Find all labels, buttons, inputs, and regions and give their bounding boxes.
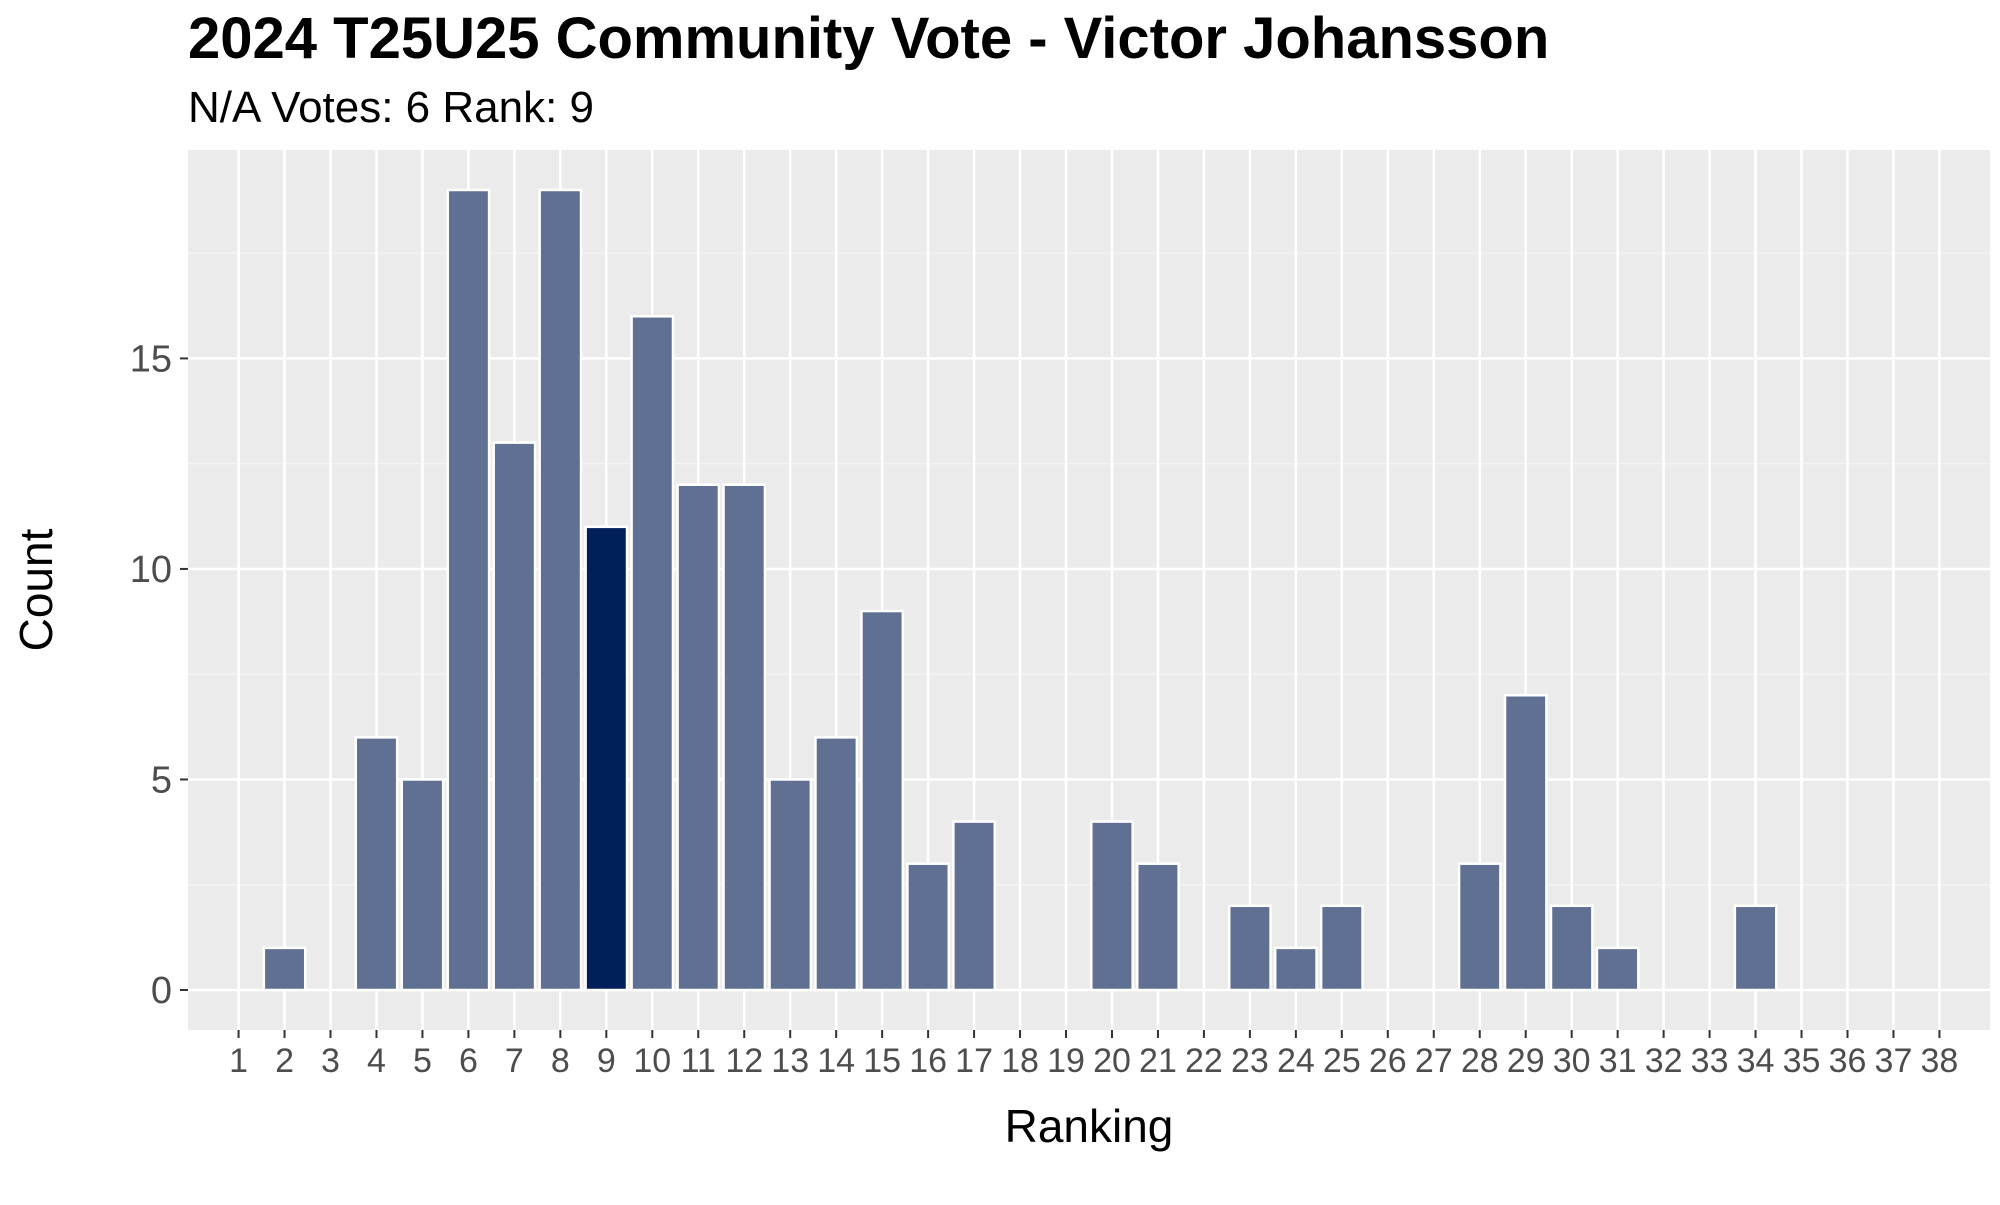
bar-30 xyxy=(1549,904,1594,992)
x-tick-label: 26 xyxy=(1369,1042,1407,1080)
x-tick-label: 15 xyxy=(863,1042,901,1080)
x-tick-label: 4 xyxy=(367,1042,386,1080)
bar-25 xyxy=(1319,904,1364,992)
bar-21 xyxy=(1136,862,1180,992)
y-tick-label: 0 xyxy=(151,970,172,1012)
x-tick-label: 20 xyxy=(1093,1042,1131,1080)
bar-15 xyxy=(860,609,905,992)
x-tick-label: 9 xyxy=(597,1042,616,1080)
y-tick-label: 10 xyxy=(130,549,172,591)
bar-8 xyxy=(538,188,583,992)
bar-6 xyxy=(446,188,491,992)
x-tick-label: 25 xyxy=(1323,1042,1361,1080)
x-tick-label: 12 xyxy=(725,1042,763,1080)
x-tick-label: 27 xyxy=(1415,1042,1453,1080)
x-tick-label: 2 xyxy=(275,1042,294,1080)
x-tick-label: 5 xyxy=(413,1042,432,1080)
bar-20 xyxy=(1090,820,1134,992)
x-tick-label: 34 xyxy=(1737,1042,1775,1080)
bar-23 xyxy=(1227,904,1272,992)
x-tick-label: 33 xyxy=(1691,1042,1729,1080)
y-axis-title: Count xyxy=(10,528,62,651)
x-tick-label: 36 xyxy=(1829,1042,1867,1080)
bar-29 xyxy=(1503,694,1548,992)
bar-34 xyxy=(1733,904,1778,992)
x-tick-label: 38 xyxy=(1921,1042,1959,1080)
x-tick-label: 28 xyxy=(1461,1042,1499,1080)
x-tick-label: 29 xyxy=(1507,1042,1545,1080)
bars xyxy=(262,188,1778,992)
bar-11 xyxy=(676,483,721,992)
chart-title: 2024 T25U25 Community Vote - Victor Joha… xyxy=(188,6,1549,71)
bar-5 xyxy=(400,778,445,992)
bar-13 xyxy=(768,778,813,992)
bar-12 xyxy=(722,483,767,992)
x-tick-label: 6 xyxy=(459,1042,478,1080)
bar-9 xyxy=(584,525,629,992)
x-tick-label: 18 xyxy=(1001,1042,1039,1080)
y-tick-label: 15 xyxy=(130,338,172,380)
x-tick-label: 16 xyxy=(909,1042,947,1080)
x-tick-label: 10 xyxy=(633,1042,671,1080)
x-tick-label: 24 xyxy=(1277,1042,1315,1080)
x-tick-label: 7 xyxy=(505,1042,524,1080)
x-tick-label: 31 xyxy=(1599,1042,1637,1080)
x-tick-label: 11 xyxy=(681,1042,716,1080)
x-tick-label: 3 xyxy=(321,1042,340,1080)
bar-7 xyxy=(492,441,537,992)
y-axis-ticks: 0 5 10 15 xyxy=(130,338,188,1012)
bar-28 xyxy=(1457,862,1502,992)
x-tick-label: 23 xyxy=(1231,1042,1269,1080)
bar-16 xyxy=(906,862,951,992)
bar-2 xyxy=(262,946,307,992)
bar-4 xyxy=(354,736,399,992)
x-axis-ticks: 1 2 3 4 5 6 7 8 9 10 11 12 13 14 15 16 17 18 19 20 21 22 23 24 2… xyxy=(229,1030,1958,1080)
x-tick-label: 35 xyxy=(1783,1042,1821,1080)
x-tick-label: 21 xyxy=(1139,1042,1177,1080)
bar-31 xyxy=(1595,946,1640,992)
x-tick-label: 37 xyxy=(1875,1042,1913,1080)
bar-14 xyxy=(814,736,859,992)
x-tick-label: 32 xyxy=(1645,1042,1683,1080)
x-tick-label: 1 xyxy=(229,1042,248,1080)
bar-10 xyxy=(630,315,675,992)
chart-subtitle: N/A Votes: 6 Rank: 9 xyxy=(188,83,594,132)
bar-24 xyxy=(1273,946,1318,992)
y-tick-label: 5 xyxy=(151,759,172,801)
bar-17 xyxy=(952,820,997,992)
x-tick-label: 17 xyxy=(955,1042,993,1080)
x-tick-label: 8 xyxy=(551,1042,570,1080)
x-tick-label: 13 xyxy=(771,1042,809,1080)
x-tick-label: 14 xyxy=(817,1042,855,1080)
x-axis-title: Ranking xyxy=(1005,1100,1174,1152)
x-tick-label: 19 xyxy=(1047,1042,1085,1080)
x-tick-label: 30 xyxy=(1553,1042,1591,1080)
x-tick-label: 22 xyxy=(1185,1042,1223,1080)
